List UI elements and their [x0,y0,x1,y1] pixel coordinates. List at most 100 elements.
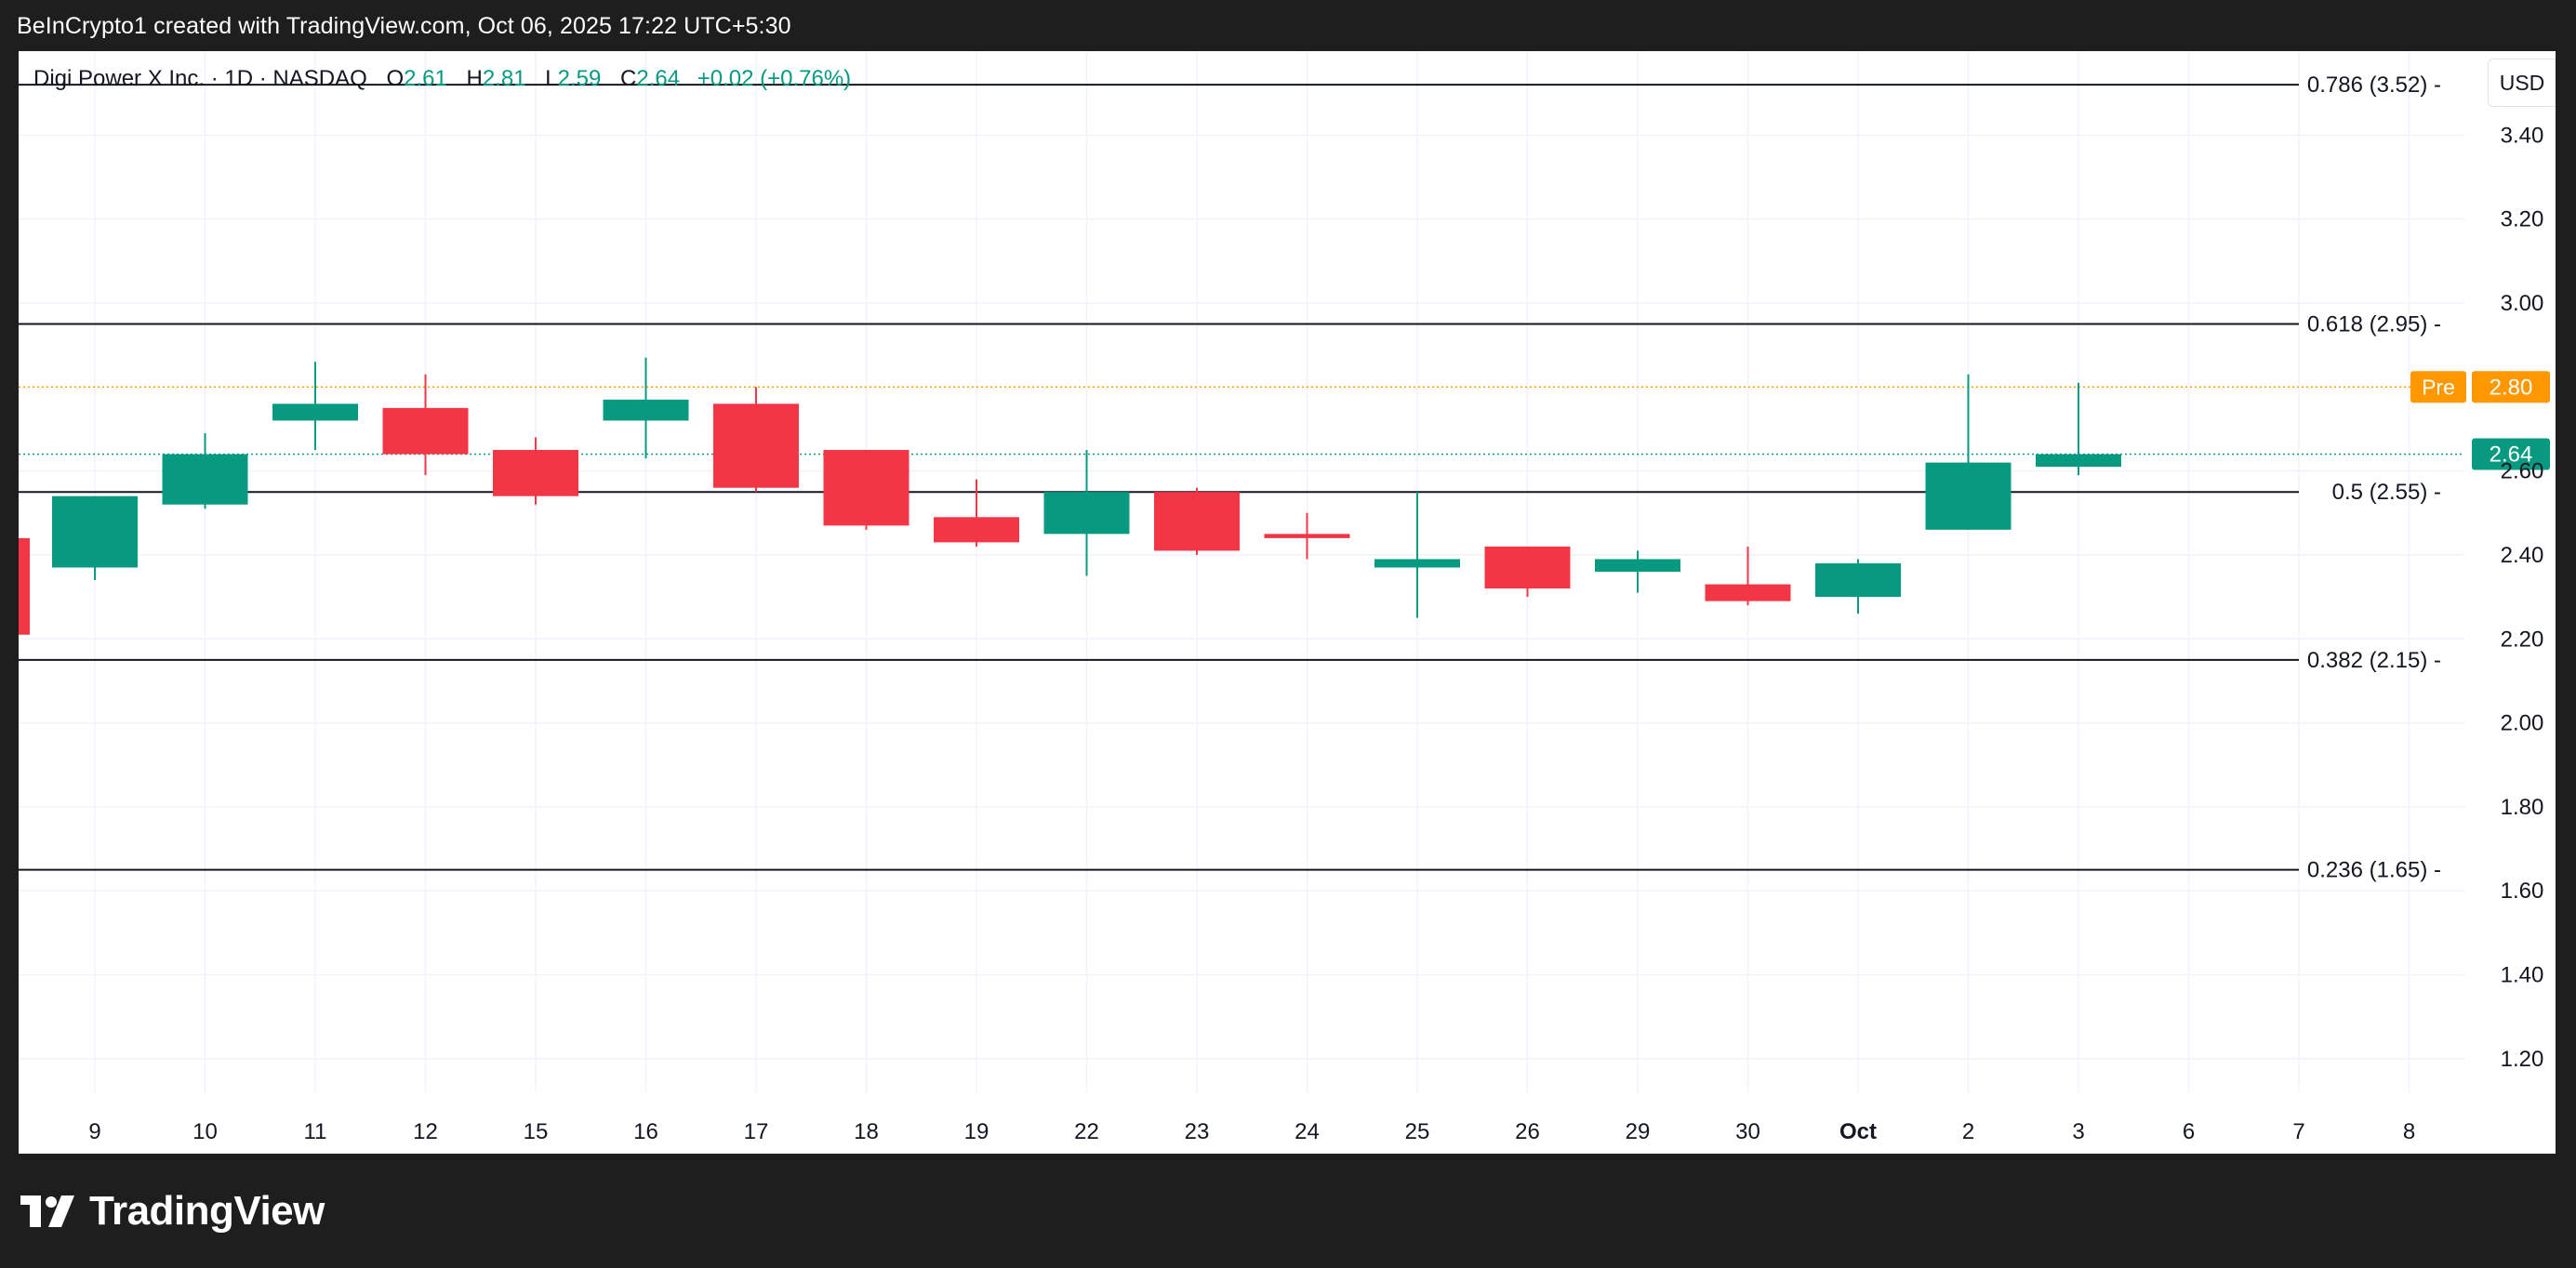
price-label: 2.64 [2490,442,2533,468]
x-tick-label: 15 [524,1119,549,1144]
x-tick-label: 19 [964,1119,989,1144]
candle-body [2036,454,2121,468]
candle [1595,550,1680,593]
high-value: 2.81 [482,66,526,91]
candle-body [1925,462,2012,530]
candlestick-chart[interactable]: 0.786 (3.52) - 0.618 (2.95) - 0.5 (2.55) -… [19,51,2556,1154]
x-tick-label: 10 [193,1119,218,1144]
candle-body [1043,492,1130,535]
y-tick-label: 1.20 [2501,1047,2544,1072]
candle [1264,512,1350,560]
candle [272,362,358,451]
low-key: L [545,66,558,91]
fib-level-label: 0.236 (1.65) - [2307,858,2441,883]
currency-button[interactable]: USD [2488,59,2556,107]
symbol-title[interactable]: Digi Power X Inc. · 1D · NASDAQ [33,66,367,91]
candle-body [1264,534,1350,538]
chart-caption: BeInCrypto1 created with TradingView.com… [17,13,791,39]
x-tick-label: 17 [744,1119,769,1144]
fib-level-label: 0.5 (2.55) - [2332,480,2441,505]
candle [1374,492,1460,618]
x-tick-label: 2 [1962,1119,1974,1144]
y-tick-label: 3.20 [2501,207,2544,232]
x-tick-label: 8 [2403,1119,2415,1144]
x-tick-label: Oct [1839,1119,1877,1144]
candle-body [162,454,248,505]
candle [1925,374,2012,530]
candle-body [823,450,910,526]
tradingview-logo-icon [20,1195,74,1227]
x-tick-label: 22 [1074,1119,1099,1144]
fib-level-label: 0.786 (3.52) - [2307,73,2441,98]
y-tick-label: 1.40 [2501,963,2544,988]
x-tick-label: 9 [88,1119,100,1144]
tradingview-footer: TradingView [20,1188,325,1235]
candle-body [382,407,469,455]
candle [2036,382,2121,476]
candle-body [1595,559,1680,572]
y-tick-label: 1.80 [2501,795,2544,820]
x-tick-label: 25 [1405,1119,1430,1144]
price-tag-badge [2410,371,2466,403]
x-tick-label: 29 [1626,1119,1651,1144]
candle [1815,559,1901,614]
x-tick-label: 18 [854,1119,879,1144]
price-change: +0.02 (+0.76%) [697,66,852,91]
close-value: 2.64 [636,66,681,91]
candle-body [272,403,358,421]
candle [1484,546,1571,598]
candle-body [1484,546,1571,589]
x-tick-label: 23 [1185,1119,1210,1144]
tradingview-brand: TradingView [89,1188,325,1234]
y-tick-label: 3.40 [2501,123,2544,148]
candle-body [713,403,799,488]
x-tick-label: 16 [633,1119,658,1144]
x-tick-label: 7 [2292,1119,2304,1144]
candle [1043,450,1130,576]
candle [934,479,1019,547]
fib-level-label: 0.618 (2.95) - [2307,312,2441,337]
candle [1154,487,1240,555]
candle [382,374,469,476]
fib-level-label: 0.382 (2.15) - [2307,648,2441,673]
price-label-badge [2472,371,2550,403]
price-tag-label: Pre [2422,375,2455,399]
symbol-legend: Digi Power X Inc. · 1D · NASDAQ O2.61 H2… [33,66,851,92]
open-key: O [386,66,405,91]
candle [493,437,578,505]
candle-body [1154,492,1240,551]
y-tick-label: 1.60 [2501,878,2544,904]
candle-body [493,450,578,496]
y-tick-label: 3.00 [2501,291,2544,316]
candle [603,357,689,459]
close-key: C [619,66,637,91]
x-tick-label: 11 [304,1119,327,1144]
candle-body [52,495,138,568]
x-tick-label: 30 [1735,1119,1760,1144]
y-tick-label: 2.00 [2501,711,2544,736]
candle-body [1815,562,1901,598]
x-tick-label: 6 [2183,1119,2195,1144]
x-tick-label: 24 [1295,1119,1320,1144]
chart-panel: 0.786 (3.52) - 0.618 (2.95) - 0.5 (2.55) -… [19,51,2556,1154]
candle [52,495,138,581]
open-value: 2.61 [404,66,447,91]
y-tick-label: 2.20 [2501,627,2544,652]
price-label-badge [2472,438,2550,470]
candle-partial [19,537,30,635]
candle [162,432,248,509]
candle-body [934,517,1019,543]
price-label: 2.80 [2490,375,2533,400]
candle [823,450,910,530]
candle-body [1705,584,1791,601]
y-tick-label: 2.60 [2501,459,2544,484]
candle-body [603,399,689,421]
high-key: H [466,66,483,91]
x-tick-label: 3 [2072,1119,2084,1144]
x-tick-label: 12 [413,1119,438,1144]
x-tick-label: 26 [1515,1119,1540,1144]
low-value: 2.59 [557,66,602,91]
candle [713,387,799,493]
y-tick-label: 2.40 [2501,543,2544,568]
candle-body [1374,559,1460,568]
